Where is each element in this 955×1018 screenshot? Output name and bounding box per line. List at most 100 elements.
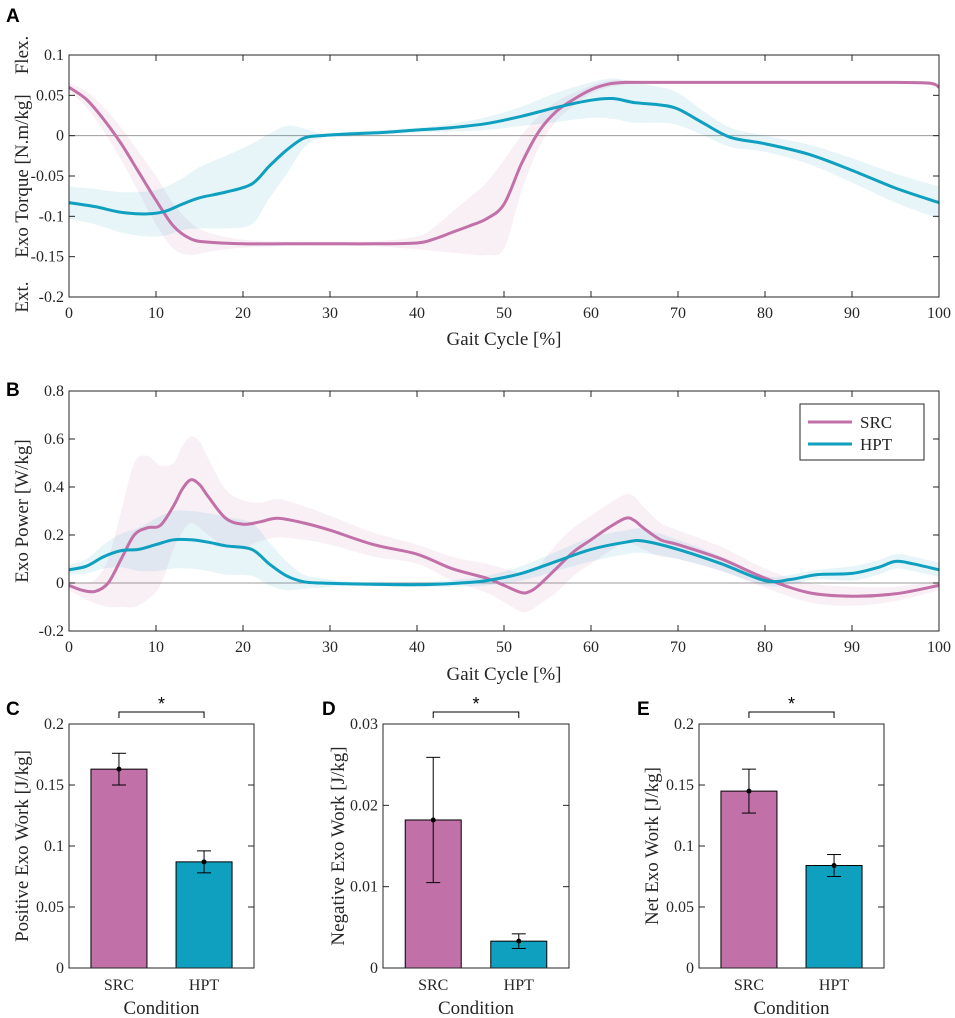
B-xtick-label: 20 [235, 639, 251, 656]
B-ytick-label: 0.4 [44, 479, 64, 496]
E-ytick-label: 0.2 [674, 716, 694, 733]
C-bar-hpt [175, 861, 233, 969]
B-xtick-label: 10 [148, 639, 164, 656]
panel-a-torque-chart: A 0 10 20 30 40 50 60 70 80 90 100 -0.2 -0.15 -0.1 -0.… [6, 6, 951, 350]
A-xtick-label: 30 [322, 305, 338, 322]
D-mean-dot-hpt [516, 938, 522, 944]
A-ytick-label: 0.1 [44, 47, 64, 64]
E-ylabel: Net Exo Work [J/kg] [642, 767, 663, 925]
panel-letter-d: D [322, 699, 336, 720]
A-ytick-label: 0.05 [36, 87, 64, 104]
C-ytick-label: 0.15 [36, 777, 64, 794]
A-ytick-label: 0 [56, 128, 64, 145]
E-ytick-label: 0.15 [666, 777, 694, 794]
A-flex-label: Flex. [12, 36, 33, 75]
A-xlabel: Gait Cycle [%] [446, 329, 561, 350]
B-band-src [69, 436, 939, 613]
panel-d-negative-work-chart: D SRC HPT 0 0.01 0.02 0.03 * Condition Negative … [322, 694, 570, 1018]
panel-letter-c: C [6, 699, 20, 720]
A-xtick-label: 60 [583, 305, 599, 322]
B-ytick-label: 0 [56, 575, 64, 592]
E-ytick-label: 0.05 [666, 899, 694, 916]
A-ext-label: Ext. [12, 281, 33, 312]
E-xtick-label-hpt: HPT [819, 977, 849, 994]
B-xtick-label: 50 [496, 639, 512, 656]
B-ylabel: Exo Power [W/kg] [12, 439, 33, 583]
D-ylabel: Negative Exo Work [J/kg] [328, 746, 349, 945]
B-legend-box [799, 403, 925, 461]
panel-b-power-chart: B 0 10 20 30 40 50 60 70 80 90 100-0.200.20.40.60.… [6, 380, 951, 685]
E-mean-dot-hpt [831, 863, 837, 869]
D-ytick-label: 0.01 [350, 879, 378, 896]
C-ytick-label: 0.2 [44, 716, 64, 733]
B-ytick-label: 0.6 [44, 431, 64, 448]
panel-e-net-work-chart: E SRC HPT 0 0.05 0.1 0.15 0.2 * Condition Net Exo… [637, 694, 885, 1018]
A-xtick-label: 50 [496, 305, 512, 322]
D-mean-dot-src [430, 817, 436, 823]
B-xtick-label: 80 [757, 639, 773, 656]
C-ytick-label: 0.1 [44, 838, 64, 855]
B-xtick-label: 90 [844, 639, 860, 656]
B-legend-label-hpt: HPT [860, 435, 893, 454]
E-bar-src [720, 790, 778, 969]
A-band-hpt [69, 78, 939, 237]
B-line-hpt [68, 537, 940, 587]
B-xtick-label: 0 [65, 639, 73, 656]
B-xtick-label: 60 [583, 639, 599, 656]
A-ylabel: Exo Torque [N.m/kg] [12, 94, 33, 258]
B-xtick-label: 30 [322, 639, 338, 656]
C-significance-mark: * [158, 694, 165, 714]
B-xtick-label: 40 [409, 639, 425, 656]
B-xtick-label: 100 [927, 639, 951, 656]
C-xlabel: Condition [123, 998, 200, 1018]
C-bar-src [90, 768, 148, 969]
C-ylabel: Positive Exo Work [J/kg] [12, 750, 33, 942]
A-xtick-label: 70 [670, 305, 686, 322]
E-ytick-label: 0 [686, 960, 694, 977]
C-mean-dot-src [116, 766, 122, 772]
C-mean-dot-hpt [201, 859, 207, 865]
A-band-src [69, 80, 939, 256]
E-xlabel: Condition [753, 998, 830, 1018]
C-xtick-label-hpt: HPT [189, 977, 219, 994]
D-ytick-label: 0.02 [350, 797, 378, 814]
B-ytick-label: -0.2 [39, 623, 64, 640]
A-ytick-label: -0.2 [39, 289, 64, 306]
B-ytick-label: 0.8 [44, 383, 64, 400]
E-bar-hpt [805, 865, 863, 969]
A-ytick-label: -0.05 [31, 168, 64, 185]
A-xtick-label: 0 [65, 305, 73, 322]
A-ytick-label: -0.15 [31, 249, 64, 266]
D-xlabel: Condition [438, 998, 515, 1018]
D-xtick-label-src: SRC [418, 977, 448, 994]
E-ytick-label: 0.1 [674, 838, 694, 855]
panel-letter-a: A [6, 6, 20, 27]
B-line-src [68, 478, 940, 598]
D-ytick-label: 0.03 [350, 716, 378, 733]
panel-c-positive-work-chart: C SRC HPT 0 0.05 0.1 0.15 0.2 * Condition Positiv… [6, 694, 255, 1018]
D-ytick-label: 0 [370, 960, 378, 977]
B-ytick-label: 0.2 [44, 527, 64, 544]
panel-letter-b: B [6, 380, 20, 401]
E-mean-dot-src [746, 788, 752, 794]
B-legend: SRC HPT [799, 403, 925, 461]
D-xtick-label-hpt: HPT [504, 977, 534, 994]
D-axes-box [382, 723, 570, 969]
A-xtick-label: 20 [235, 305, 251, 322]
C-xtick-label-src: SRC [104, 977, 134, 994]
A-xtick-label: 100 [927, 305, 951, 322]
A-ytick-label: -0.1 [39, 208, 64, 225]
E-significance-bracket [748, 711, 835, 718]
B-xtick-label: 70 [670, 639, 686, 656]
B-legend-label-src: SRC [860, 413, 892, 432]
A-xtick-label: 40 [409, 305, 425, 322]
E-significance-mark: * [788, 694, 795, 714]
B-xlabel: Gait Cycle [%] [446, 664, 561, 685]
A-line-hpt [68, 96, 940, 216]
A-plot-area [69, 55, 939, 297]
E-xtick-label-src: SRC [734, 977, 764, 994]
A-xtick-label: 80 [757, 305, 773, 322]
C-significance-bracket [118, 711, 205, 718]
B-band-hpt [69, 510, 939, 591]
